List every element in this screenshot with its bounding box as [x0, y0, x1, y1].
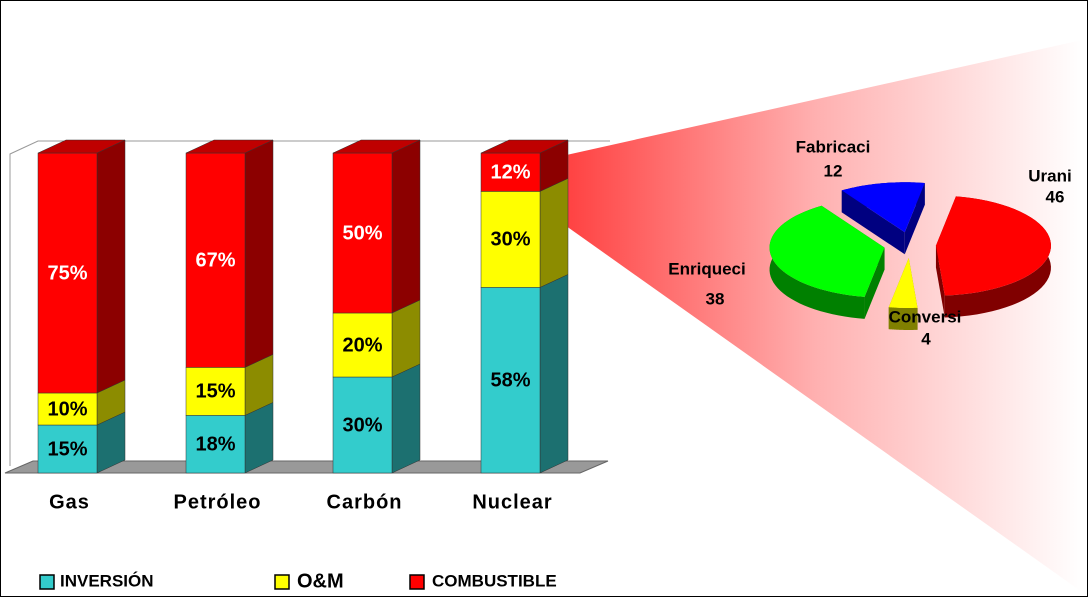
- bar-side: [391, 139, 421, 314]
- value-label: 30%: [342, 414, 382, 436]
- legend-swatch: [274, 574, 290, 590]
- bar-side: [391, 299, 421, 378]
- pie-side: [888, 307, 918, 330]
- value-label: 18%: [195, 433, 235, 455]
- legend-swatch: [39, 574, 55, 590]
- bar-side: [539, 274, 569, 474]
- bar-top: [332, 139, 421, 154]
- bar: [332, 152, 393, 314]
- pie-face: [935, 245, 945, 318]
- bar: [185, 367, 246, 416]
- x-tick-label: Nuclear: [472, 491, 552, 513]
- bar: [185, 152, 246, 368]
- pie-value: 12: [824, 161, 843, 180]
- value-label: 67%: [195, 249, 235, 271]
- bar: [480, 152, 541, 192]
- value-label: 12%: [490, 161, 530, 183]
- bar-side: [244, 139, 274, 368]
- pie-slice: [841, 182, 925, 233]
- pie-value: 4: [921, 329, 931, 348]
- value-label: 10%: [47, 398, 87, 420]
- bar: [37, 424, 98, 474]
- legend-label: COMBUSTIBLE: [432, 571, 557, 590]
- pie-slice: [888, 257, 918, 308]
- bar: [480, 191, 541, 288]
- pie-slice: [769, 205, 885, 297]
- value-label: 30%: [490, 229, 530, 251]
- pie-label: Conversi: [889, 307, 962, 326]
- legend-label: INVERSIÓN: [60, 571, 154, 590]
- pie-label: Urani: [1028, 166, 1071, 185]
- bar-side: [391, 363, 421, 474]
- bar-side: [96, 139, 126, 394]
- bar: [332, 376, 393, 474]
- zoom-wedge: [490, 40, 1082, 592]
- pie-label: Fabricaci: [796, 137, 871, 156]
- pie-value: 46: [1046, 187, 1065, 206]
- pie-slice: [935, 196, 1051, 296]
- legend-swatch: [409, 574, 425, 590]
- bar-side: [539, 178, 569, 288]
- bar-top: [185, 139, 274, 154]
- value-label: 75%: [47, 262, 87, 284]
- bar: [37, 152, 98, 394]
- value-label: 15%: [195, 381, 235, 403]
- legend-label: O&M: [297, 570, 344, 592]
- bar: [480, 287, 541, 474]
- x-tick-label: Petróleo: [173, 491, 261, 513]
- bar: [332, 312, 393, 378]
- x-tick-label: Carbón: [327, 491, 403, 513]
- bar: [185, 415, 246, 474]
- value-label: 58%: [490, 369, 530, 391]
- value-label: 20%: [342, 334, 382, 356]
- pie-label: Enriqueci: [668, 259, 745, 278]
- value-label: 15%: [47, 438, 87, 460]
- bar-top: [480, 139, 569, 154]
- pie-value: 38: [706, 289, 725, 308]
- back-wall: [9, 140, 610, 466]
- x-tick-label: Gas: [49, 491, 90, 513]
- bar-top: [37, 139, 126, 154]
- value-label: 50%: [342, 222, 382, 244]
